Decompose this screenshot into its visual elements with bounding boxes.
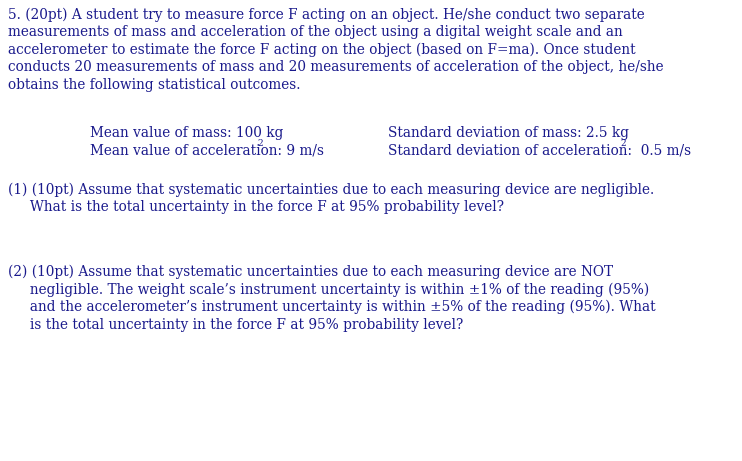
Text: accelerometer to estimate the force F acting on the object (based on F=ma). Once: accelerometer to estimate the force F ac…	[8, 43, 636, 57]
Text: Mean value of mass: 100 kg: Mean value of mass: 100 kg	[90, 125, 283, 140]
Text: negligible. The weight scale’s instrument uncertainty is within ±1% of the readi: negligible. The weight scale’s instrumen…	[8, 283, 649, 297]
Text: (2) (10pt) Assume that systematic uncertainties due to each measuring device are: (2) (10pt) Assume that systematic uncert…	[8, 265, 613, 279]
Text: is the total uncertainty in the force F at 95% probability level?: is the total uncertainty in the force F …	[8, 318, 463, 331]
Text: obtains the following statistical outcomes.: obtains the following statistical outcom…	[8, 78, 301, 92]
Text: conducts 20 measurements of mass and 20 measurements of acceleration of the obje: conducts 20 measurements of mass and 20 …	[8, 60, 663, 75]
Text: 2: 2	[620, 139, 626, 148]
Text: Mean value of acceleration: 9 m/s: Mean value of acceleration: 9 m/s	[90, 143, 324, 157]
Text: Standard deviation of acceleration:  0.5 m/s: Standard deviation of acceleration: 0.5 …	[388, 143, 691, 157]
Text: measurements of mass and acceleration of the object using a digital weight scale: measurements of mass and acceleration of…	[8, 25, 623, 40]
Text: Standard deviation of mass: 2.5 kg: Standard deviation of mass: 2.5 kg	[388, 125, 629, 140]
Text: 5. (20pt) A student try to measure force F acting on an object. He/she conduct t: 5. (20pt) A student try to measure force…	[8, 8, 645, 23]
Text: (1) (10pt) Assume that systematic uncertainties due to each measuring device are: (1) (10pt) Assume that systematic uncert…	[8, 183, 654, 197]
Text: What is the total uncertainty in the force F at 95% probability level?: What is the total uncertainty in the for…	[8, 200, 504, 214]
Text: and the accelerometer’s instrument uncertainty is within ±5% of the reading (95%: and the accelerometer’s instrument uncer…	[8, 300, 656, 314]
Text: 2: 2	[257, 139, 263, 148]
